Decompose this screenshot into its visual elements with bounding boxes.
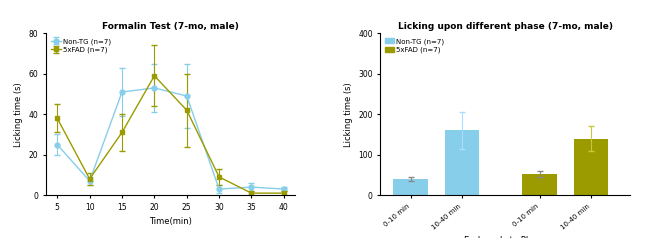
- Legend: Non-TG (n=7), 5xFAD (n=7): Non-TG (n=7), 5xFAD (n=7): [384, 37, 445, 55]
- Legend: Non-TG (n=7), 5xFAD (n=7): Non-TG (n=7), 5xFAD (n=7): [49, 37, 113, 55]
- X-axis label: Time(min): Time(min): [149, 217, 192, 226]
- X-axis label: Early vs Late Phase: Early vs Late Phase: [464, 236, 546, 238]
- Y-axis label: Licking time (s): Licking time (s): [344, 82, 353, 147]
- Bar: [574, 139, 608, 195]
- Bar: [445, 130, 480, 195]
- Bar: [522, 174, 557, 195]
- Y-axis label: Licking time (s): Licking time (s): [14, 82, 23, 147]
- Title: Formalin Test (7-mo, male): Formalin Test (7-mo, male): [102, 22, 239, 31]
- Title: Licking upon different phase (7-mo, male): Licking upon different phase (7-mo, male…: [398, 22, 613, 31]
- Bar: [394, 179, 428, 195]
